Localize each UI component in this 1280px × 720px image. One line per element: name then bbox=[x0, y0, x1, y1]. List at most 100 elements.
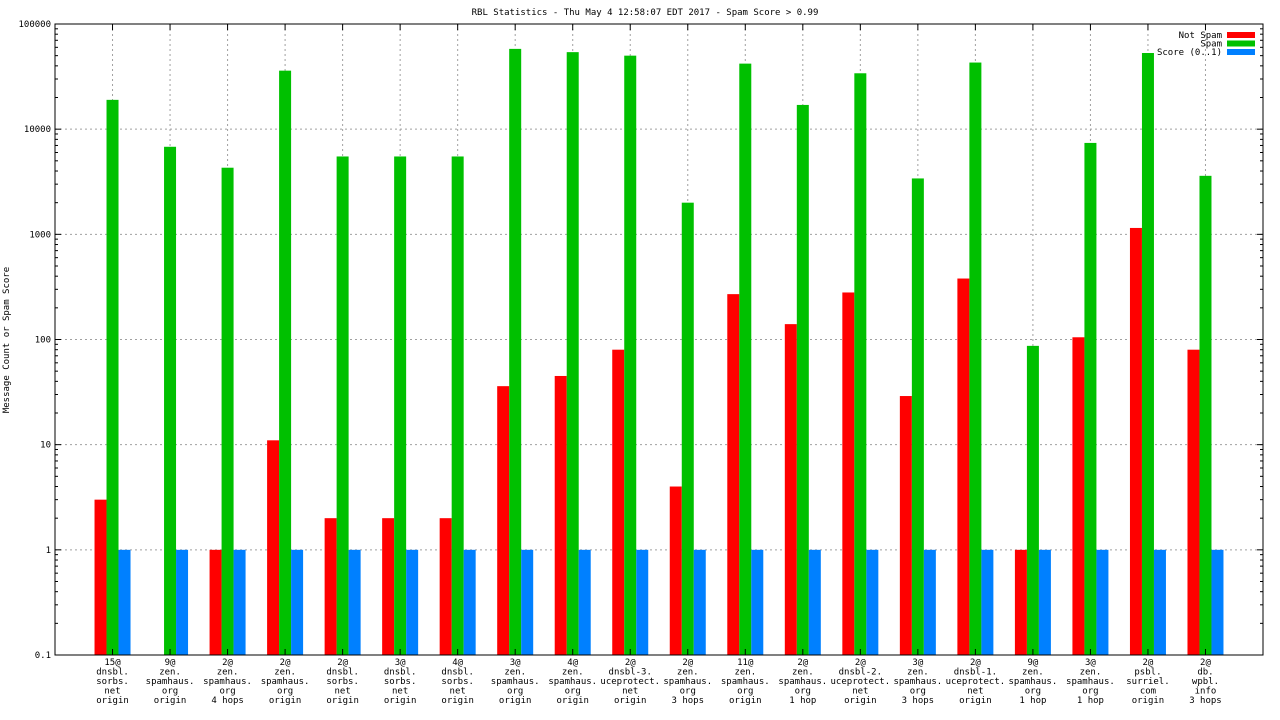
x-tick-label-line: 2@ bbox=[797, 658, 808, 668]
bar-not-spam bbox=[1014, 549, 1027, 655]
x-tick-label-line: surriel. bbox=[1126, 677, 1169, 687]
x-tick-label-line: org bbox=[565, 687, 581, 697]
bar-not-spam bbox=[899, 396, 912, 655]
bar-score-0-1 bbox=[808, 549, 821, 655]
bar-spam bbox=[739, 63, 752, 655]
chart-title: RBL Statistics - Thu May 4 12:58:07 EDT … bbox=[472, 8, 819, 18]
x-tick-label: 3@ zen. spamhaus. org origin bbox=[491, 658, 540, 706]
x-tick-label-line: dnsbl-1. bbox=[954, 668, 997, 678]
x-tick-label-line: org bbox=[795, 687, 811, 697]
x-tick-label-line: dnsbl. bbox=[441, 668, 474, 678]
x-tick-label-line: sorbs. bbox=[441, 677, 474, 687]
x-tick-label: 2@ dnsbl. sorbs. net origin bbox=[326, 658, 359, 706]
bar-spam bbox=[969, 62, 982, 656]
bar-spam bbox=[164, 146, 177, 656]
bar-not-spam bbox=[324, 518, 337, 655]
x-tick-label-line: 3 hops bbox=[672, 696, 705, 706]
bar-score-0-1 bbox=[1038, 549, 1051, 655]
x-tick-label-line: 2@ bbox=[970, 658, 981, 668]
x-tick-label-line: org bbox=[219, 687, 235, 697]
x-tick-label-line: origin bbox=[154, 696, 187, 706]
y-axis-label: Message Count or Spam Score bbox=[2, 267, 12, 413]
x-tick-label-line: db. bbox=[1197, 668, 1213, 678]
x-tick-label-line: 9@ bbox=[165, 658, 176, 668]
x-tick-label-line: origin bbox=[499, 696, 532, 706]
x-tick-label-line: 4@ bbox=[567, 658, 578, 668]
bar-score-0-1 bbox=[348, 549, 361, 655]
bar-score-0-1 bbox=[176, 549, 189, 655]
x-tick-label-line: sorbs. bbox=[96, 677, 129, 687]
x-tick-label-line: 2@ bbox=[337, 658, 348, 668]
x-tick-label-line: 3 hops bbox=[902, 696, 935, 706]
x-tick-label-line: origin bbox=[441, 696, 474, 706]
x-tick-label: 4@ zen. spamhaus. org origin bbox=[548, 658, 597, 706]
legend-swatch bbox=[1227, 32, 1255, 38]
x-tick-label-line: org bbox=[162, 687, 178, 697]
bar-score-0-1 bbox=[751, 549, 764, 655]
bar-not-spam bbox=[1129, 227, 1142, 655]
x-tick-label-line: 2@ bbox=[682, 658, 693, 668]
x-tick-label-line: spamhaus. bbox=[1009, 677, 1058, 687]
x-tick-label: 9@ zen. spamhaus. org 1 hop bbox=[1009, 658, 1058, 706]
x-tick-label-line: sorbs. bbox=[384, 677, 417, 687]
x-tick-label-line: 2@ bbox=[625, 658, 636, 668]
x-tick-label-line: spamhaus. bbox=[548, 677, 597, 687]
legend-swatch bbox=[1227, 40, 1255, 47]
x-tick-label-line: zen. bbox=[792, 668, 814, 678]
x-tick-label-line: uceprotect. bbox=[600, 677, 660, 687]
x-tick-label: 2@ dnsbl-3. uceprotect. net origin bbox=[600, 658, 660, 706]
x-tick-label: 3@ dnsbl. sorbs. net origin bbox=[384, 658, 417, 706]
bar-spam bbox=[1141, 52, 1154, 655]
x-tick-label-line: net bbox=[967, 687, 983, 697]
y-axis-ticks: 0.1 1 10 100 1000 10000 100000 bbox=[18, 20, 1263, 661]
bar-score-0-1 bbox=[981, 549, 994, 655]
x-tick-label: 2@ zen. spamhaus. org 1 hop bbox=[778, 658, 827, 706]
x-tick-label-line: origin bbox=[844, 696, 877, 706]
bars bbox=[94, 48, 1224, 656]
bar-spam bbox=[1026, 345, 1039, 655]
bar-not-spam bbox=[94, 499, 107, 655]
x-tick-label-line: spamhaus. bbox=[203, 677, 252, 687]
x-tick-label-line: zen. bbox=[1022, 668, 1044, 678]
x-tick-label-line: 1 hop bbox=[789, 696, 816, 706]
bar-spam bbox=[566, 52, 579, 656]
y-tick-label: 1 bbox=[46, 546, 51, 556]
x-tick-label-line: org bbox=[507, 687, 523, 697]
y-tick-label: 1000 bbox=[29, 230, 51, 240]
x-tick-label-line: origin bbox=[1132, 696, 1165, 706]
x-tick-label-line: sorbs. bbox=[326, 677, 359, 687]
x-tick-label-line: zen. bbox=[907, 668, 929, 678]
bar-spam bbox=[624, 55, 637, 655]
bar-not-spam bbox=[669, 486, 682, 655]
bar-not-spam bbox=[554, 375, 567, 655]
bar-score-0-1 bbox=[118, 549, 131, 655]
x-tick-label: 3@ zen. spamhaus. org 1 hop bbox=[1066, 658, 1115, 706]
bar-score-0-1 bbox=[521, 549, 534, 655]
bar-not-spam bbox=[439, 518, 452, 655]
x-tick-label-line: spamhaus. bbox=[663, 677, 712, 687]
bar-spam bbox=[509, 48, 522, 655]
x-tick-label-line: dnsbl. bbox=[384, 668, 417, 678]
x-tick-label-line: zen. bbox=[734, 668, 756, 678]
bar-spam bbox=[279, 70, 292, 656]
x-tick-label: 11@ zen. spamhaus. org origin bbox=[721, 658, 770, 706]
bar-not-spam bbox=[1072, 337, 1085, 655]
bar-score-0-1 bbox=[578, 549, 591, 655]
x-tick-label: 2@ zen. spamhaus. org origin bbox=[261, 658, 310, 706]
y-tick-label: 100000 bbox=[18, 20, 51, 30]
bar-score-0-1 bbox=[866, 549, 879, 655]
x-tick-label-line: origin bbox=[614, 696, 647, 706]
bar-score-0-1 bbox=[1096, 549, 1109, 655]
x-tick-label-line: 4 hops bbox=[211, 696, 244, 706]
x-tick-label: 4@ dnsbl. sorbs. net origin bbox=[441, 658, 474, 706]
legend-label: Score (0..1) bbox=[1157, 48, 1222, 58]
bar-score-0-1 bbox=[693, 549, 706, 655]
x-tick-label: 3@ zen. spamhaus. org 3 hops bbox=[893, 658, 942, 706]
x-tick-label-line: info bbox=[1195, 687, 1217, 697]
x-tick-label-line: dnsbl. bbox=[96, 668, 129, 678]
x-tick-label-line: origin bbox=[326, 696, 359, 706]
x-tick-label-line: 3@ bbox=[912, 658, 923, 668]
bar-spam bbox=[854, 73, 867, 655]
x-tick-label-line: net bbox=[392, 687, 408, 697]
